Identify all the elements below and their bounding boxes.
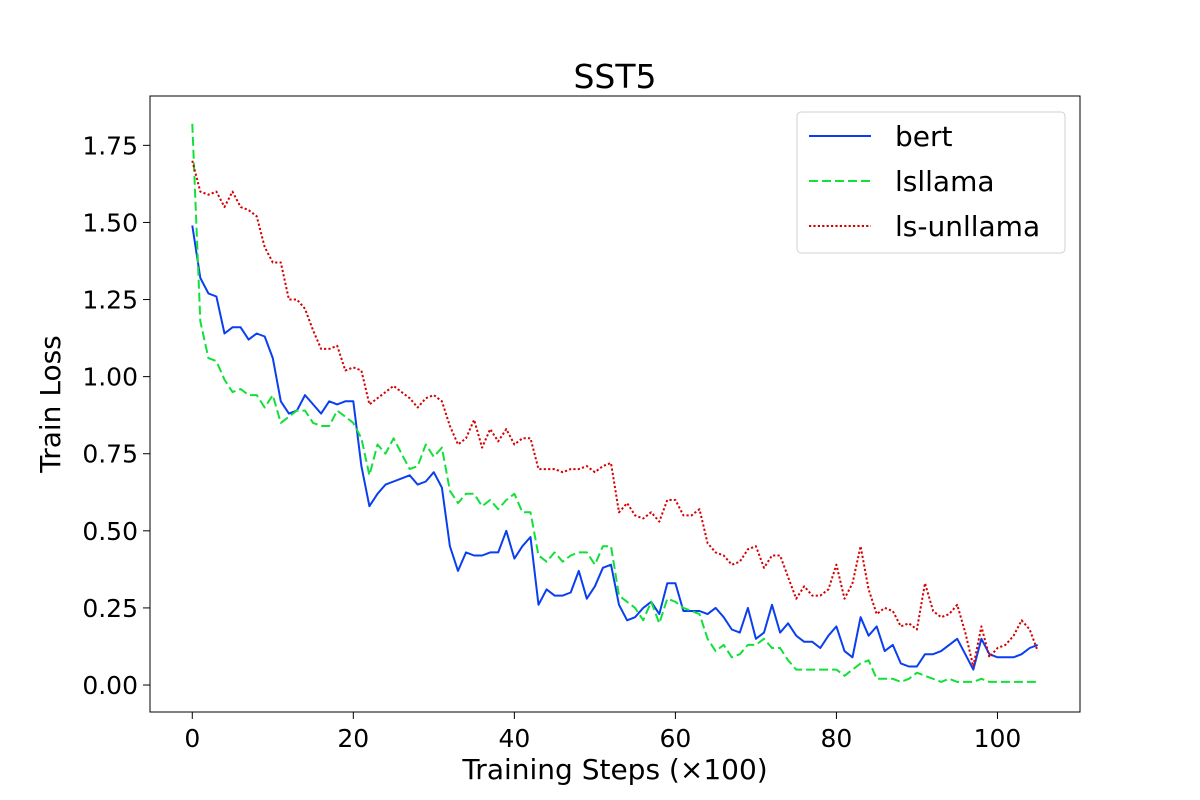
x-tick-label: 20 (337, 724, 369, 753)
legend-label-ls-unllama: ls-unllama (895, 210, 1040, 243)
y-tick-label: 0.00 (82, 671, 138, 700)
x-tick-label: 0 (184, 724, 200, 753)
y-tick-label: 1.00 (82, 363, 138, 392)
legend-box (796, 111, 1066, 254)
legend: bert lsllama ls-unllama (796, 111, 1066, 254)
legend-label-lsllama: lsllama (895, 165, 995, 198)
plot-area: 0 20 40 60 80 100 0.00 0.25 0.50 0.75 1.00 1.25 1.50… (82, 95, 1081, 753)
x-tick-label: 60 (659, 724, 691, 753)
x-tick-label: 100 (974, 724, 1022, 753)
x-axis-label: Training Steps (×100) (461, 753, 767, 786)
y-axis-label: Train Loss (34, 335, 67, 474)
chart-title: SST5 (573, 57, 656, 96)
y-tick-label: 0.25 (82, 594, 138, 623)
x-tick-label: 80 (821, 724, 853, 753)
y-tick-label: 1.50 (82, 208, 138, 237)
series-line-lsllama (191, 123, 1038, 683)
y-tick-label: 1.75 (82, 131, 138, 160)
x-tick-label: 40 (498, 724, 530, 753)
y-tick-label: 0.50 (82, 517, 138, 546)
series-line-ls-unllama (191, 160, 1039, 668)
y-tick-label: 0.75 (82, 440, 138, 469)
series-line-bert (191, 225, 1039, 671)
plot-frame (149, 95, 1081, 713)
y-tick-label: 1.25 (82, 286, 138, 315)
legend-label-bert: bert (895, 120, 953, 153)
